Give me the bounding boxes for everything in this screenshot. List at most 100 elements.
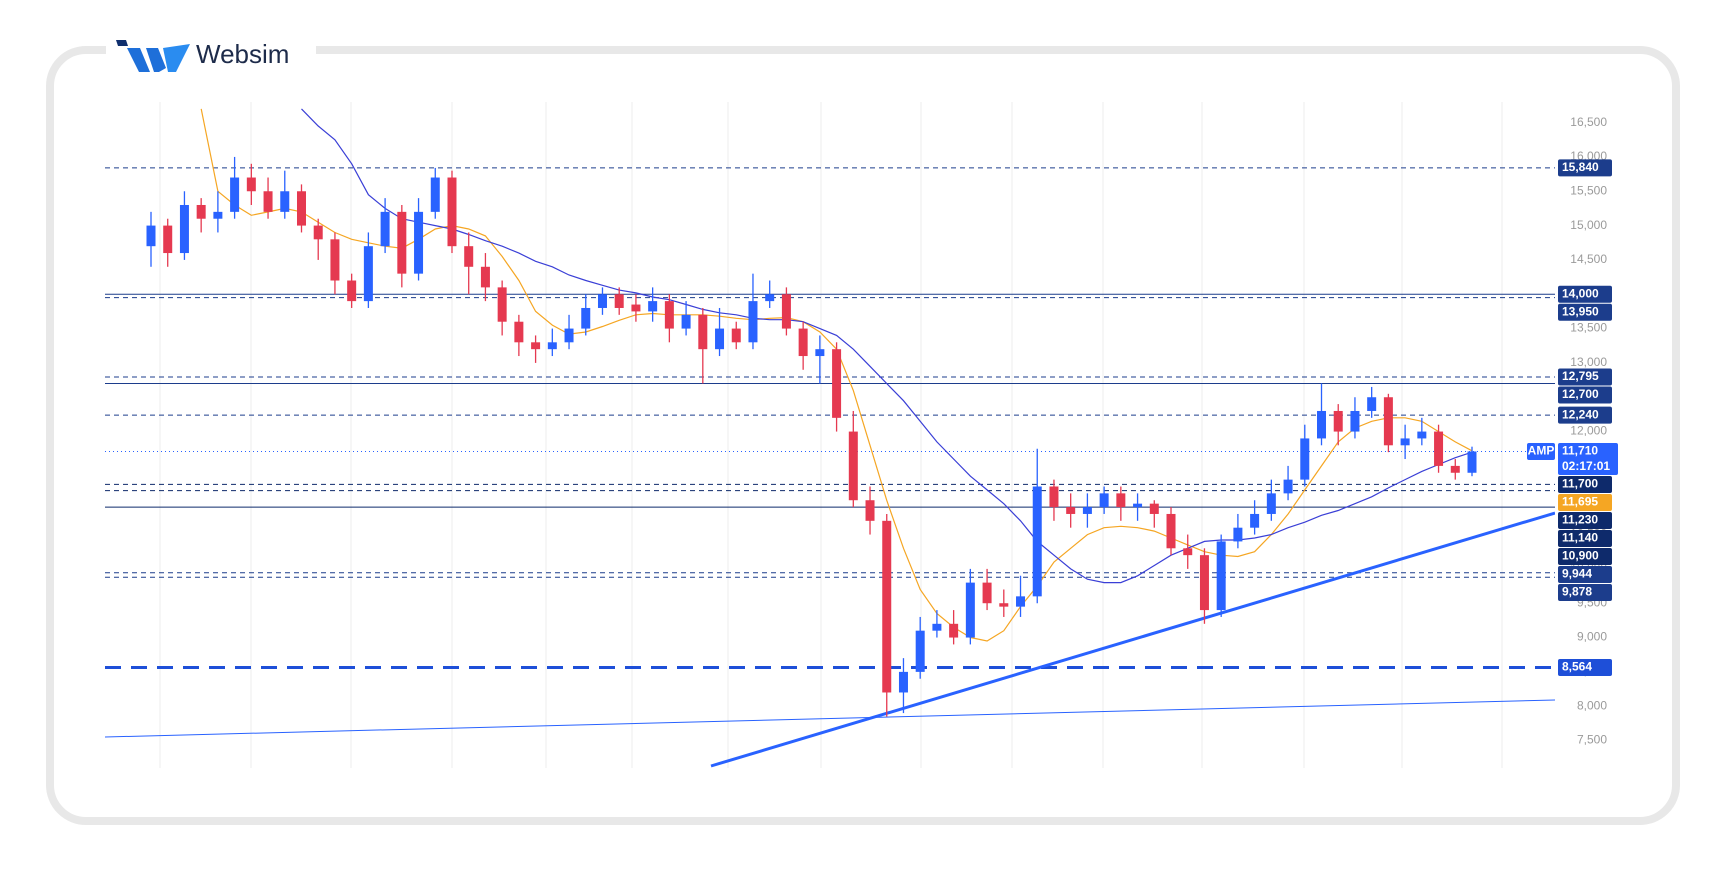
candle-body [363,246,373,302]
logo: Websim [116,39,289,72]
candle-body [648,301,658,312]
logo-mark [163,44,190,72]
candle-body [581,307,591,329]
candle-body [1400,438,1410,446]
candle-body [1450,465,1460,473]
price-tag-label: 11,695 [1562,495,1598,509]
candle-body [547,342,557,350]
candle-body [965,582,975,638]
candle-body [715,328,725,350]
y-tick-label: 7,500 [1577,733,1607,747]
candle-body [949,623,959,638]
price-tag [1558,285,1612,303]
candle-body [480,266,490,288]
candle-body [882,520,892,693]
price-tag-label: 11,700 [1562,477,1598,491]
candle-body [1116,493,1126,508]
candle-body [1317,410,1327,439]
price-tag-label: 15,840 [1562,160,1599,174]
candle-body [296,191,306,226]
candle-body [531,342,541,350]
y-tick-label: 15,500 [1570,183,1607,197]
candle-body [1350,410,1360,432]
candle-body [1032,486,1042,597]
candle-body [832,349,842,418]
candle-body [1016,596,1026,607]
candle-body [698,314,708,350]
candle-body [430,177,440,212]
candle-body [497,287,507,322]
candle-body [179,204,189,254]
candle-body [1283,479,1293,494]
candle-body [514,321,524,343]
candle-body [447,177,457,247]
candle-body [313,225,323,240]
symbol-badge [1527,442,1555,460]
trend-line [710,511,1555,768]
price-tag [1558,159,1612,177]
price-tag-label: 10,900 [1562,549,1599,563]
frame [46,46,1680,825]
price-tag-label: 12,240 [1562,407,1599,421]
logo-text: Websim [196,39,289,69]
price-tag-label: 9,944 [1562,567,1592,581]
candle-body [1082,507,1092,514]
price-tag-label: 9,878 [1562,585,1592,599]
candle-body [898,671,908,693]
candle-body [982,582,992,604]
candle-body [1417,431,1427,439]
candle-body [781,294,791,329]
trend-lines [105,511,1555,768]
candle-body [614,294,624,308]
candle-body [196,204,206,219]
price-tag [1558,442,1618,475]
price-tag [1558,368,1612,386]
candle-body [1383,397,1393,446]
candle-body [146,225,156,247]
vertical-grid [159,102,1503,768]
y-tick-label: 13,000 [1570,355,1607,369]
candle-body [1300,438,1310,480]
candle-body [597,294,607,308]
price-tag-label: 11,710 [1562,444,1598,458]
price-tag [1558,565,1612,583]
price-tag [1558,475,1612,493]
candle-body [932,623,942,631]
candle-body [865,500,875,521]
candle-body [1099,493,1109,508]
y-tick-label: 9,000 [1577,630,1607,644]
price-tag [1558,303,1612,321]
price-tag-label: 13,950 [1562,304,1599,318]
candle-body [163,225,173,254]
levels [105,167,1555,669]
candle-body [1250,513,1260,528]
price-tag [1558,406,1612,424]
price-tag [1558,583,1612,601]
candle-body [731,328,741,343]
candle-body [1183,548,1193,556]
price-tag-label: 12,795 [1562,369,1599,383]
candle-body [798,328,808,357]
candle-body [681,314,691,329]
candle-body [246,177,256,192]
candle-body [765,294,775,302]
candle-body [213,211,223,219]
price-tag-label: 8,564 [1562,660,1592,674]
y-tick-label: 13,500 [1570,321,1607,335]
candle-body [748,301,758,343]
candle-body [397,211,407,274]
candle-body [1149,503,1159,514]
moving-average-line [301,108,1473,584]
candles [146,156,1477,717]
candle-body [1434,431,1444,466]
candle-body [414,211,424,274]
candle-body [1049,486,1059,508]
candle-body [464,246,474,267]
countdown: 02:17:01 [1562,459,1610,473]
price-tag-label: 11,140 [1562,531,1598,545]
candle-body [1467,451,1477,473]
candle-body [564,328,574,343]
candle-body [1166,513,1176,549]
price-tag-label: 14,000 [1562,286,1599,300]
